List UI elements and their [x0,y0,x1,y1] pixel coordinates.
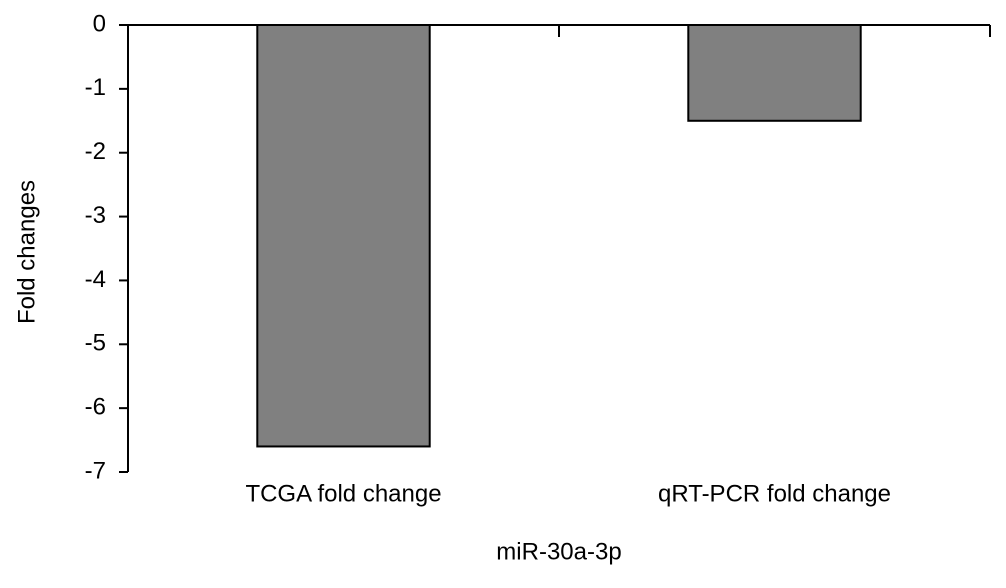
y-tick-label: -6 [85,393,106,420]
x-tick-label: TCGA fold change [245,480,441,507]
bar [687,24,862,122]
y-tick-label: -3 [85,202,106,229]
y-tick-label: 0 [93,10,106,37]
y-tick-label: -5 [85,330,106,357]
y-tick-label: -7 [85,457,106,484]
x-axis-label: miR-30a-3p [496,538,621,565]
y-tick-label: -2 [85,138,106,165]
y-axis-label: Fold changes [13,180,40,324]
y-tick-label: -1 [85,74,106,101]
bar [256,24,431,448]
x-tick-label: qRT-PCR fold change [658,480,891,507]
y-tick-label: -4 [85,266,106,293]
